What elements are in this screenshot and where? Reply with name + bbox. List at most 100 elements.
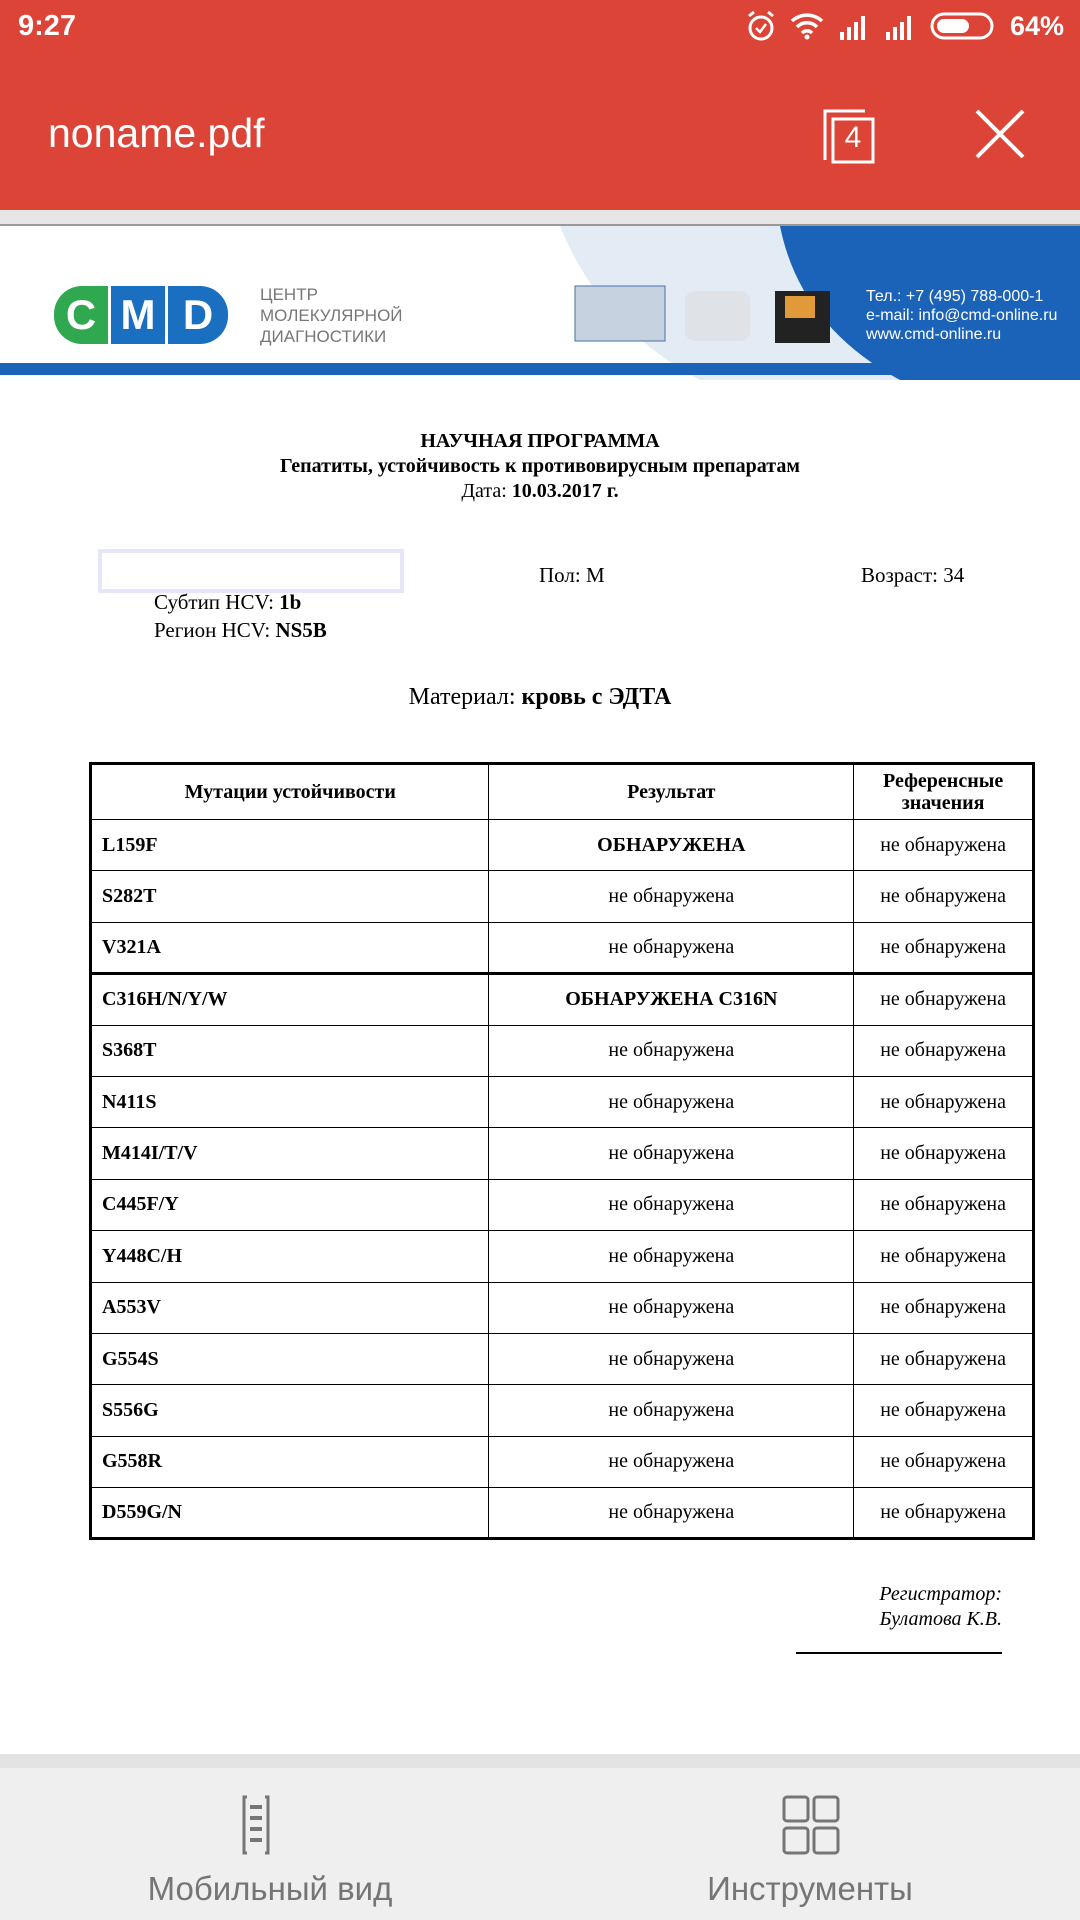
mutation-cell: G558R <box>89 1435 490 1489</box>
document-lines-icon <box>242 1795 270 1855</box>
sex-field: Пол: М <box>539 563 605 587</box>
bottom-bar <box>0 1754 1080 1920</box>
mutation-cell: V321A <box>89 921 490 975</box>
mutation-cell: A553V <box>89 1281 490 1334</box>
result-cell: не обнаружена <box>488 1332 855 1386</box>
result-cell: не обнаружена <box>488 1024 855 1077</box>
mutation-cell: C316H/N/Y/W <box>89 973 490 1026</box>
result-cell: не обнаружена <box>488 921 855 975</box>
table-row: C445F/Y не обнаружена не обнаружена <box>89 1178 1034 1232</box>
mutation-cell: S556G <box>89 1384 490 1437</box>
header-reference: Референсные значения <box>853 763 1034 820</box>
org-line: ЦЕНТР <box>260 285 318 304</box>
reference-cell: не обнаружена <box>853 1384 1034 1437</box>
contact-email: e-mail: info@cmd-online.ru <box>866 307 1058 324</box>
banner-background <box>0 226 1080 380</box>
mutation-cell: S368T <box>89 1024 490 1077</box>
mutation-cell: L159F <box>89 818 490 872</box>
table-header: Мутации устойчивости Результат Референсн… <box>89 763 1034 820</box>
reference-cell: не обнаружена <box>853 921 1034 975</box>
signal-icon <box>839 16 865 40</box>
header-result: Результат <box>488 763 855 820</box>
org-line: ДИАГНОСТИКИ <box>260 327 387 346</box>
doc-heading: НАУЧНАЯ ПРОГРАММА <box>420 430 660 452</box>
contacts: Тел.: +7 (495) 788-000-1 e-mail: info@cm… <box>866 287 1057 344</box>
result-cell: не обнаружена <box>488 1178 855 1232</box>
result-cell: не обнаружена <box>488 1075 855 1129</box>
registrar-label: Регистратор: <box>879 1583 1002 1605</box>
material-value: кровь с ЭДТА <box>521 684 672 710</box>
table-row: S282T не обнаружена не обнаружена <box>89 870 1034 923</box>
header-mutations: Мутации устойчивости <box>89 763 490 820</box>
doc-subheading: Гепатиты, устойчивость к противовирусным… <box>280 455 800 477</box>
date-value: 10.03.2017 г. <box>511 480 619 502</box>
table-row: Y448C/H не обнаружена не обнаружена <box>89 1230 1034 1283</box>
status-time: 9:27 <box>18 10 77 42</box>
signature-line <box>796 1652 1002 1654</box>
table-row: V321A не обнаружена не обнаружена <box>89 921 1034 975</box>
table-row: N411S не обнаружена не обнаружена <box>89 1075 1034 1129</box>
table-row: S368T не обнаружена не обнаружена <box>89 1024 1034 1077</box>
table-row: G558R не обнаружена не обнаружена <box>89 1435 1034 1489</box>
reference-cell: не обнаружена <box>853 1230 1034 1283</box>
region-value: NS5B <box>275 618 327 642</box>
alarm-icon <box>748 10 774 41</box>
reference-cell: не обнаружена <box>853 870 1034 923</box>
mutation-cell: Y448C/H <box>89 1230 490 1283</box>
reference-cell: не обнаружена <box>853 1487 1034 1540</box>
mobile-view-button[interactable]: Мобильный вид <box>0 1770 540 1920</box>
signal-icon <box>885 16 911 40</box>
battery-icon <box>930 12 994 40</box>
reference-cell: не обнаружена <box>853 1281 1034 1334</box>
wifi-icon <box>790 13 824 40</box>
table-row: M414I/T/V не обнаружена не обнаружена <box>89 1127 1034 1180</box>
app-header: 9:27 64% noname.pdf 4 <box>0 0 1080 210</box>
table-row: A553V не обнаружена не обнаружена <box>89 1281 1034 1334</box>
org-line: МОЛЕКУЛЯРНОЙ <box>260 306 403 325</box>
battery-percent: 64% <box>1009 10 1064 41</box>
result-cell: не обнаружена <box>488 870 855 923</box>
region-label: Регион HCV: <box>154 618 276 642</box>
cmd-logo: C M D <box>54 286 228 344</box>
tools-button[interactable]: Инструменты <box>540 1770 1080 1920</box>
contact-phone: Тел.: +7 (495) 788-000-1 <box>866 288 1044 305</box>
reference-cell: не обнаружена <box>853 818 1034 872</box>
reference-cell: не обнаружена <box>853 1178 1034 1232</box>
redacted-name-box <box>98 549 404 593</box>
date-label: Дата: <box>461 480 512 502</box>
subtype-field: Субтип HCV: 1b <box>154 590 301 615</box>
result-cell: не обнаружена <box>488 1384 855 1437</box>
document-banner: C M D ЦЕНТР МОЛЕКУЛЯРНОЙ ДИАГНОСТИКИ Тел… <box>0 226 1080 380</box>
reference-cell: не обнаружена <box>853 1332 1034 1386</box>
reference-cell: не обнаружена <box>853 1075 1034 1129</box>
subtype-value: 1b <box>279 590 302 614</box>
mobile-view-label: Мобильный вид <box>147 1870 393 1907</box>
result-cell: не обнаружена <box>488 1281 855 1334</box>
pages-button[interactable]: 4 <box>822 108 876 164</box>
close-icon[interactable] <box>974 108 1026 160</box>
mutation-cell: C445F/Y <box>89 1178 490 1232</box>
pages-icon <box>823 109 875 164</box>
result-cell: ОБНАРУЖЕНА <box>488 818 855 872</box>
registrar-name: Булатова К.В. <box>879 1608 1002 1630</box>
result-cell: ОБНАРУЖЕНА C316N <box>488 973 855 1026</box>
result-cell: не обнаружена <box>488 1127 855 1180</box>
mutation-cell: S282T <box>89 870 490 923</box>
mutation-cell: D559G/N <box>89 1487 490 1540</box>
region-field: Регион HCV: NS5B <box>154 618 327 643</box>
result-cell: не обнаружена <box>488 1230 855 1283</box>
result-cell: не обнаружена <box>488 1435 855 1489</box>
table-row: G554S не обнаружена не обнаружена <box>89 1332 1034 1386</box>
reference-cell: не обнаружена <box>853 1127 1034 1180</box>
mutation-cell: M414I/T/V <box>89 1127 490 1180</box>
grid-icon <box>782 1795 840 1855</box>
material-label: Материал: <box>408 684 522 710</box>
tools-label: Инструменты <box>707 1870 913 1907</box>
status-icons: 64% <box>746 10 1064 42</box>
reference-cell: не обнаружена <box>853 1435 1034 1489</box>
material-field: Материал: кровь с ЭДТА <box>0 684 1080 711</box>
mutation-cell: N411S <box>89 1075 490 1129</box>
age-field: Возраст: 34 <box>861 563 965 587</box>
contact-site: www.cmd-online.ru <box>866 326 1002 343</box>
result-cell: не обнаружена <box>488 1487 855 1540</box>
